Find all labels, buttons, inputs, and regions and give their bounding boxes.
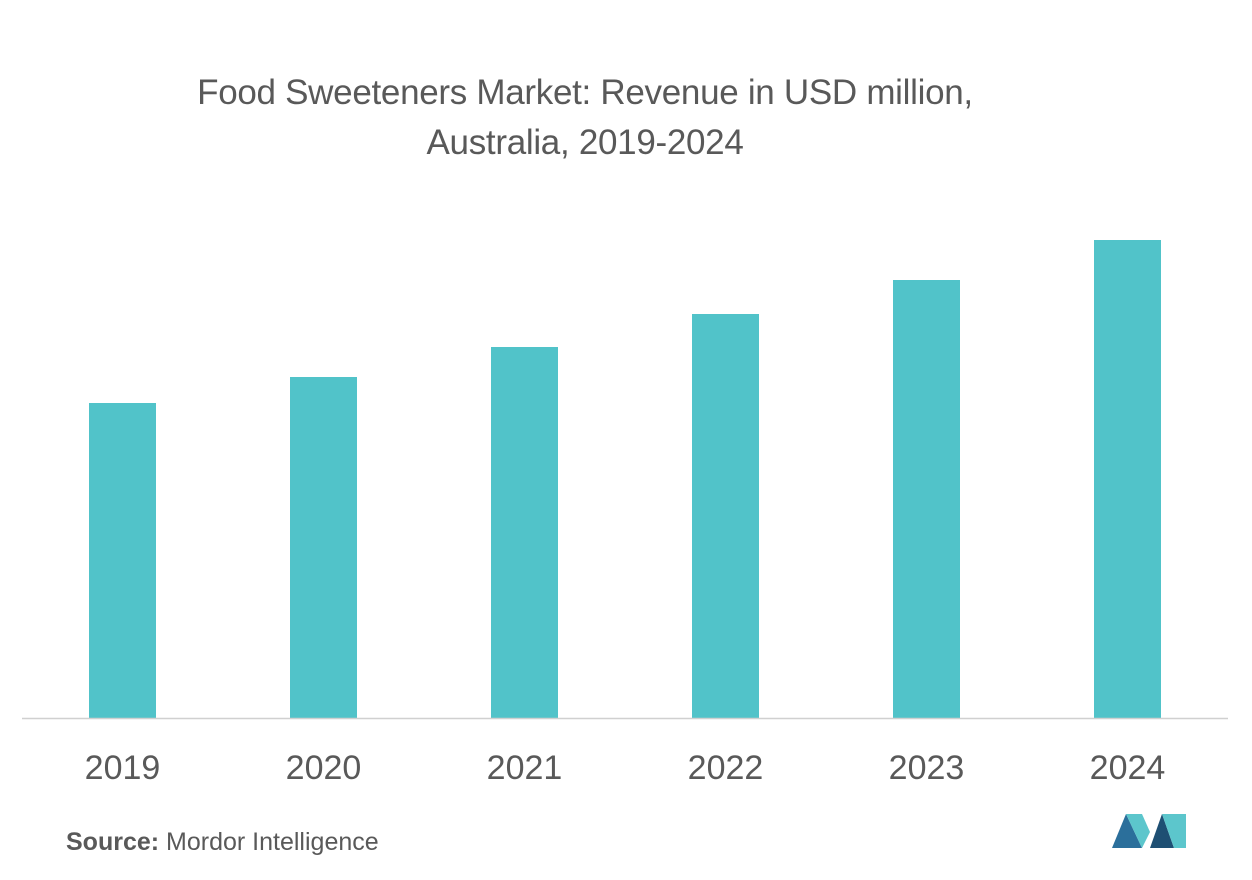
mordor-intelligence-logo-icon xyxy=(1112,814,1186,848)
source-text: Mordor Intelligence xyxy=(166,828,379,856)
bar-2023 xyxy=(893,280,960,718)
chart-title-line-2: Australia, 2019-2024 xyxy=(426,123,744,162)
bar-2021 xyxy=(491,347,558,718)
chart-title-line-1: Food Sweeteners Market: Revenue in USD m… xyxy=(197,73,973,112)
x-tick-label-2021: 2021 xyxy=(487,749,563,787)
source-label: Source: xyxy=(66,828,160,856)
bar-2022 xyxy=(692,314,759,718)
chart-title: Food Sweeteners Market: Revenue in USD m… xyxy=(0,68,1170,168)
bar-2019 xyxy=(89,403,156,718)
x-tick-label-2019: 2019 xyxy=(85,749,161,787)
x-tick-label-2023: 2023 xyxy=(889,749,965,787)
source-note: Source: Mordor Intelligence xyxy=(66,828,379,857)
bar-2020 xyxy=(290,377,357,718)
bar-2024 xyxy=(1094,240,1161,718)
bar-chart: 2019 2020 2021 2022 2023 2024 xyxy=(22,240,1228,787)
x-tick-label-2020: 2020 xyxy=(286,749,362,787)
x-tick-label-2022: 2022 xyxy=(688,749,764,787)
x-tick-label-2024: 2024 xyxy=(1090,749,1166,787)
